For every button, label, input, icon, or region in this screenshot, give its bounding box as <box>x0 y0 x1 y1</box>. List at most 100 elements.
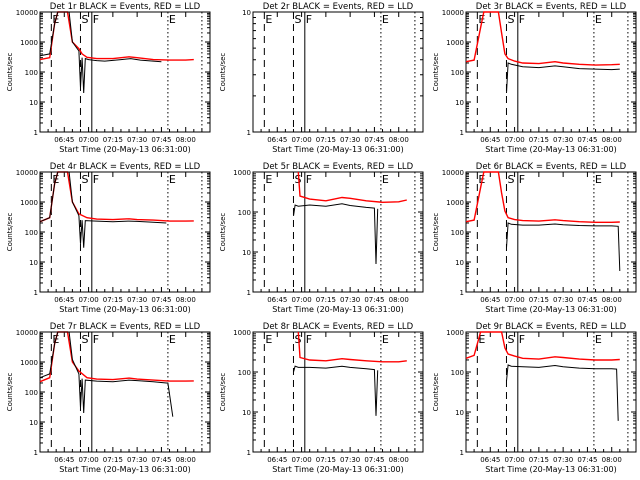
x-axis-label: Start Time (20-May-13 06:31:00) <box>59 305 190 314</box>
series-line-events <box>293 365 379 416</box>
y-tick-label: 1 <box>247 129 251 137</box>
x-axis-label: Start Time (20-May-13 06:31:00) <box>272 145 403 154</box>
event-marker-label: S <box>81 173 88 186</box>
chart-title: Det 7r BLACK = Events, RED = LLD <box>50 322 201 332</box>
x-tick-label: 07:00 <box>504 456 524 464</box>
series-line-events <box>39 11 162 94</box>
x-tick-label: 07:15 <box>103 136 123 144</box>
x-tick-label: 07:30 <box>127 136 147 144</box>
series-line-lld <box>465 331 620 361</box>
x-tick-label: 07:15 <box>316 136 336 144</box>
x-tick-label: 07:00 <box>504 296 524 304</box>
y-tick-label: 1 <box>460 449 464 457</box>
y-tick-label: 1 <box>34 129 38 137</box>
x-tick-label: 06:45 <box>267 136 287 144</box>
y-tick-label: 1000 <box>446 199 464 207</box>
plot-frame <box>39 171 211 293</box>
event-marker-label: E <box>382 13 389 26</box>
x-tick-label: 07:30 <box>553 296 573 304</box>
x-tick-label: 07:30 <box>553 136 573 144</box>
x-tick-label: 07:45 <box>577 136 597 144</box>
chart-panel: Det 9r BLACK = Events, RED = LLD 1 10 100 10… <box>432 322 637 474</box>
x-tick-label: 06:45 <box>480 136 500 144</box>
event-marker-label: E <box>265 333 272 346</box>
y-axis-label: Counts/sec <box>219 373 227 412</box>
x-tick-label: 08:00 <box>176 456 196 464</box>
x-axis-label: Start Time (20-May-13 06:31:00) <box>59 145 190 154</box>
series-line-lld <box>297 171 407 204</box>
y-axis-label: Counts/sec <box>6 213 14 252</box>
event-marker-label: E <box>478 333 485 346</box>
x-axis-label: Start Time (20-May-13 06:31:00) <box>272 465 403 474</box>
chart-title: Det 8r BLACK = Events, RED = LLD <box>263 322 414 332</box>
chart-title: Det 2r BLACK = Events, RED = LLD <box>263 2 414 12</box>
chart-title: Det 5r BLACK = Events, RED = LLD <box>263 162 414 172</box>
x-tick-label: 07:00 <box>78 456 98 464</box>
series-line-lld <box>297 331 407 363</box>
x-tick-label: 07:00 <box>291 456 311 464</box>
y-tick-label: 100 <box>25 69 38 77</box>
event-marker-label: E <box>169 173 176 186</box>
event-marker-label: S <box>507 13 514 26</box>
event-marker-label: S <box>507 333 514 346</box>
plot-frame <box>252 171 424 293</box>
x-tick-label: 07:00 <box>504 136 524 144</box>
event-marker-label: E <box>595 333 602 346</box>
y-tick-label: 10 <box>242 249 251 257</box>
y-tick-label: 100 <box>451 229 464 237</box>
y-tick-label: 1000 <box>20 199 38 207</box>
chart-panel: Det 8r BLACK = Events, RED = LLD 1 10 100 10… <box>219 322 424 474</box>
y-tick-label: 100 <box>451 69 464 77</box>
x-tick-label: 07:45 <box>364 456 384 464</box>
x-tick-label: 06:45 <box>54 456 74 464</box>
x-tick-label: 07:30 <box>340 456 360 464</box>
x-tick-label: 08:00 <box>602 296 622 304</box>
x-tick-label: 07:15 <box>529 296 549 304</box>
y-axis-label: Counts/sec <box>432 373 440 412</box>
y-tick-label: 10 <box>29 259 38 267</box>
y-tick-label: 1 <box>460 129 464 137</box>
x-tick-label: 07:15 <box>103 456 123 464</box>
x-tick-label: 07:15 <box>103 296 123 304</box>
y-tick-label: 10000 <box>16 169 38 177</box>
y-tick-label: 10 <box>455 99 464 107</box>
series-line-events <box>293 203 379 265</box>
y-tick-label: 1 <box>460 289 464 297</box>
y-tick-label: 100 <box>25 229 38 237</box>
plot-frame <box>465 171 637 293</box>
event-marker-label: S <box>294 173 301 186</box>
x-tick-label: 07:00 <box>78 296 98 304</box>
series-line-events <box>506 364 619 421</box>
x-tick-label: 08:00 <box>389 456 409 464</box>
event-marker-label: F <box>519 333 525 346</box>
x-axis-label: Start Time (20-May-13 06:31:00) <box>485 145 616 154</box>
y-axis-label: Counts/sec <box>219 213 227 252</box>
y-tick-label: 1000 <box>233 169 251 177</box>
event-marker-label: S <box>81 13 88 26</box>
x-tick-label: 07:45 <box>364 296 384 304</box>
x-tick-label: 07:45 <box>151 296 171 304</box>
plot-frame <box>252 331 424 453</box>
x-tick-label: 07:15 <box>529 456 549 464</box>
event-marker-label: E <box>265 13 272 26</box>
y-tick-label: 1000 <box>446 329 464 337</box>
x-tick-label: 07:30 <box>127 456 147 464</box>
x-tick-label: 08:00 <box>602 136 622 144</box>
y-tick-label: 10000 <box>16 329 38 337</box>
series-line-events <box>506 222 621 272</box>
series-line-events <box>39 171 167 248</box>
x-tick-label: 06:45 <box>54 296 74 304</box>
x-tick-label: 07:45 <box>577 296 597 304</box>
x-tick-label: 06:45 <box>54 136 74 144</box>
x-tick-label: 08:00 <box>176 136 196 144</box>
x-axis-label: Start Time (20-May-13 06:31:00) <box>485 465 616 474</box>
x-tick-label: 06:45 <box>480 296 500 304</box>
x-tick-label: 08:00 <box>176 296 196 304</box>
chart-panel: Det 7r BLACK = Events, RED = LLD 1 10 100 10… <box>6 322 211 474</box>
x-tick-label: 08:00 <box>389 296 409 304</box>
x-tick-label: 07:15 <box>529 136 549 144</box>
chart-panel: Det 6r BLACK = Events, RED = LLD 1 10 100 10… <box>432 162 637 314</box>
y-tick-label: 1000 <box>446 39 464 47</box>
y-tick-label: 100 <box>451 369 464 377</box>
series-line-events <box>39 331 174 417</box>
